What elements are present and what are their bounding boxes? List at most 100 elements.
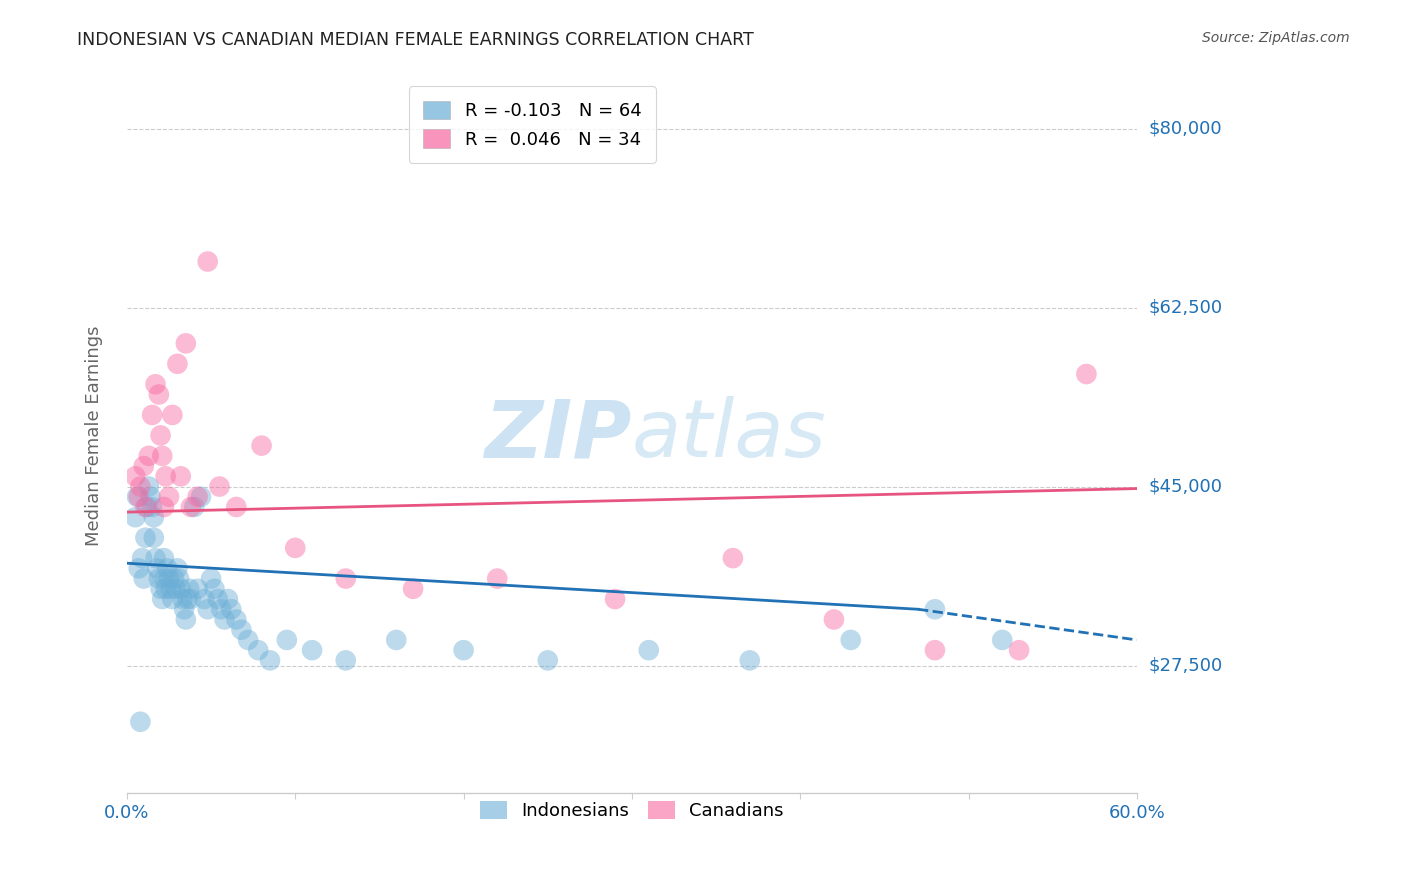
Text: $62,500: $62,500 <box>1149 299 1222 317</box>
Y-axis label: Median Female Earnings: Median Female Earnings <box>86 326 103 546</box>
Text: ZIP: ZIP <box>485 396 631 475</box>
Text: INDONESIAN VS CANADIAN MEDIAN FEMALE EARNINGS CORRELATION CHART: INDONESIAN VS CANADIAN MEDIAN FEMALE EAR… <box>77 31 754 49</box>
Point <box>174 336 197 351</box>
Point <box>453 643 475 657</box>
Point <box>225 500 247 514</box>
Point <box>148 572 170 586</box>
Point <box>183 500 205 514</box>
Point <box>250 439 273 453</box>
Point <box>138 479 160 493</box>
Point <box>146 561 169 575</box>
Point <box>991 632 1014 647</box>
Point <box>129 479 152 493</box>
Point <box>149 428 172 442</box>
Point <box>721 551 744 566</box>
Point <box>823 612 845 626</box>
Text: $45,000: $45,000 <box>1149 477 1222 496</box>
Point <box>134 531 156 545</box>
Point <box>637 643 659 657</box>
Point <box>207 592 229 607</box>
Point <box>284 541 307 555</box>
Point <box>150 449 173 463</box>
Point <box>163 572 186 586</box>
Point <box>153 551 176 566</box>
Point <box>197 602 219 616</box>
Point <box>162 592 184 607</box>
Point <box>924 602 946 616</box>
Point <box>173 602 195 616</box>
Point <box>165 582 187 596</box>
Point <box>141 408 163 422</box>
Point <box>1008 643 1031 657</box>
Point <box>301 643 323 657</box>
Point <box>187 582 209 596</box>
Point <box>153 572 176 586</box>
Point <box>335 653 357 667</box>
Point <box>157 490 180 504</box>
Point <box>148 387 170 401</box>
Point <box>537 653 560 667</box>
Point <box>124 510 146 524</box>
Legend: Indonesians, Canadians: Indonesians, Canadians <box>465 786 799 834</box>
Point <box>190 490 212 504</box>
Point <box>142 510 165 524</box>
Point <box>402 582 425 596</box>
Point <box>155 469 177 483</box>
Point <box>259 653 281 667</box>
Text: atlas: atlas <box>631 396 827 475</box>
Point <box>193 592 215 607</box>
Text: $80,000: $80,000 <box>1149 120 1222 137</box>
Point <box>142 531 165 545</box>
Point <box>486 572 509 586</box>
Point <box>738 653 761 667</box>
Point <box>214 612 236 626</box>
Point <box>179 582 201 596</box>
Point <box>172 592 194 607</box>
Point <box>170 469 193 483</box>
Point <box>124 469 146 483</box>
Point <box>149 582 172 596</box>
Point <box>219 602 242 616</box>
Point <box>134 500 156 514</box>
Point <box>276 632 298 647</box>
Point <box>159 582 181 596</box>
Point <box>335 572 357 586</box>
Text: $27,500: $27,500 <box>1149 657 1222 674</box>
Point <box>157 572 180 586</box>
Point <box>155 582 177 596</box>
Point <box>132 572 155 586</box>
Point <box>924 643 946 657</box>
Point <box>153 500 176 514</box>
Point <box>166 561 188 575</box>
Point <box>138 449 160 463</box>
Point <box>231 623 253 637</box>
Point <box>125 490 148 504</box>
Point <box>603 592 626 607</box>
Point <box>166 357 188 371</box>
Point <box>180 592 202 607</box>
Point <box>141 500 163 514</box>
Point <box>200 572 222 586</box>
Point <box>156 561 179 575</box>
Point <box>180 500 202 514</box>
Point <box>167 572 190 586</box>
Point <box>1076 367 1098 381</box>
Point <box>197 254 219 268</box>
Point <box>839 632 862 647</box>
Point <box>145 377 167 392</box>
Point <box>236 632 259 647</box>
Point <box>132 459 155 474</box>
Point <box>208 479 231 493</box>
Point <box>170 582 193 596</box>
Point <box>131 551 153 566</box>
Point <box>150 592 173 607</box>
Point <box>128 490 150 504</box>
Point <box>204 582 226 596</box>
Point <box>225 612 247 626</box>
Point <box>209 602 232 616</box>
Point <box>162 408 184 422</box>
Point <box>145 551 167 566</box>
Point <box>136 500 159 514</box>
Point <box>217 592 239 607</box>
Point <box>176 592 198 607</box>
